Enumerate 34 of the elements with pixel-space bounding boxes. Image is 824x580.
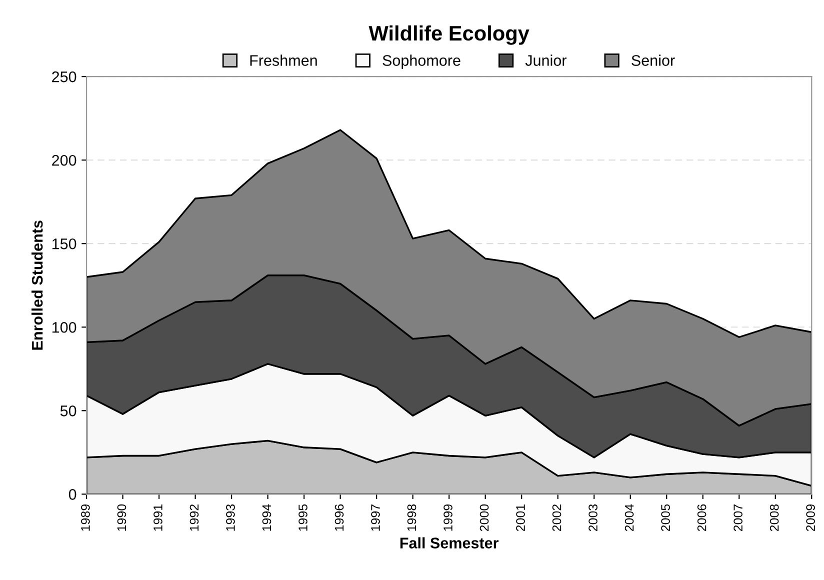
x-tick-label: 2009 [806,504,815,532]
chart-title: Wildlife Ecology [368,25,530,45]
x-tick-label: 1997 [371,504,380,531]
x-tick-label: 2003 [588,504,598,532]
y-tick-label: 200 [52,154,76,166]
y-tick-label: 100 [52,322,76,333]
x-tick-label: 2000 [480,504,489,532]
x-tick-label: 2008 [770,504,779,532]
legend-label: Senior [632,54,675,66]
y-tick-label: 0 [68,489,76,500]
x-tick-label: 1993 [226,504,235,531]
x-tick-label: 1991 [154,504,162,531]
x-tick-label: 1996 [334,504,344,531]
x-tick-label: 1990 [117,504,126,531]
x-tick-label: 1998 [407,504,416,531]
x-tick-label: 2002 [552,504,562,532]
y-tick-label: 150 [52,238,76,250]
legend-label: Sophomore [382,54,460,69]
x-tick-label: 1989 [81,504,90,531]
y-axis-title: Enrolled Students [32,220,43,350]
x-tick-label: 1992 [190,504,199,531]
x-tick-label: 1994 [262,504,272,531]
y-tick-label: 250 [52,71,76,82]
x-tick-label: 2005 [661,504,670,532]
x-tick-label: 2007 [734,504,742,532]
legend-label: Junior [525,54,566,66]
x-axis-title: Fall Semester [400,537,499,548]
x-tick-label: 2004 [624,504,634,532]
legend-label: Freshmen [250,54,317,66]
x-tick-label: 1999 [444,504,452,531]
x-tick-label: 2001 [516,504,525,532]
x-tick-label: 1995 [298,504,308,531]
y-tick-label: 50 [60,406,76,416]
x-tick-label: 2006 [697,504,706,532]
